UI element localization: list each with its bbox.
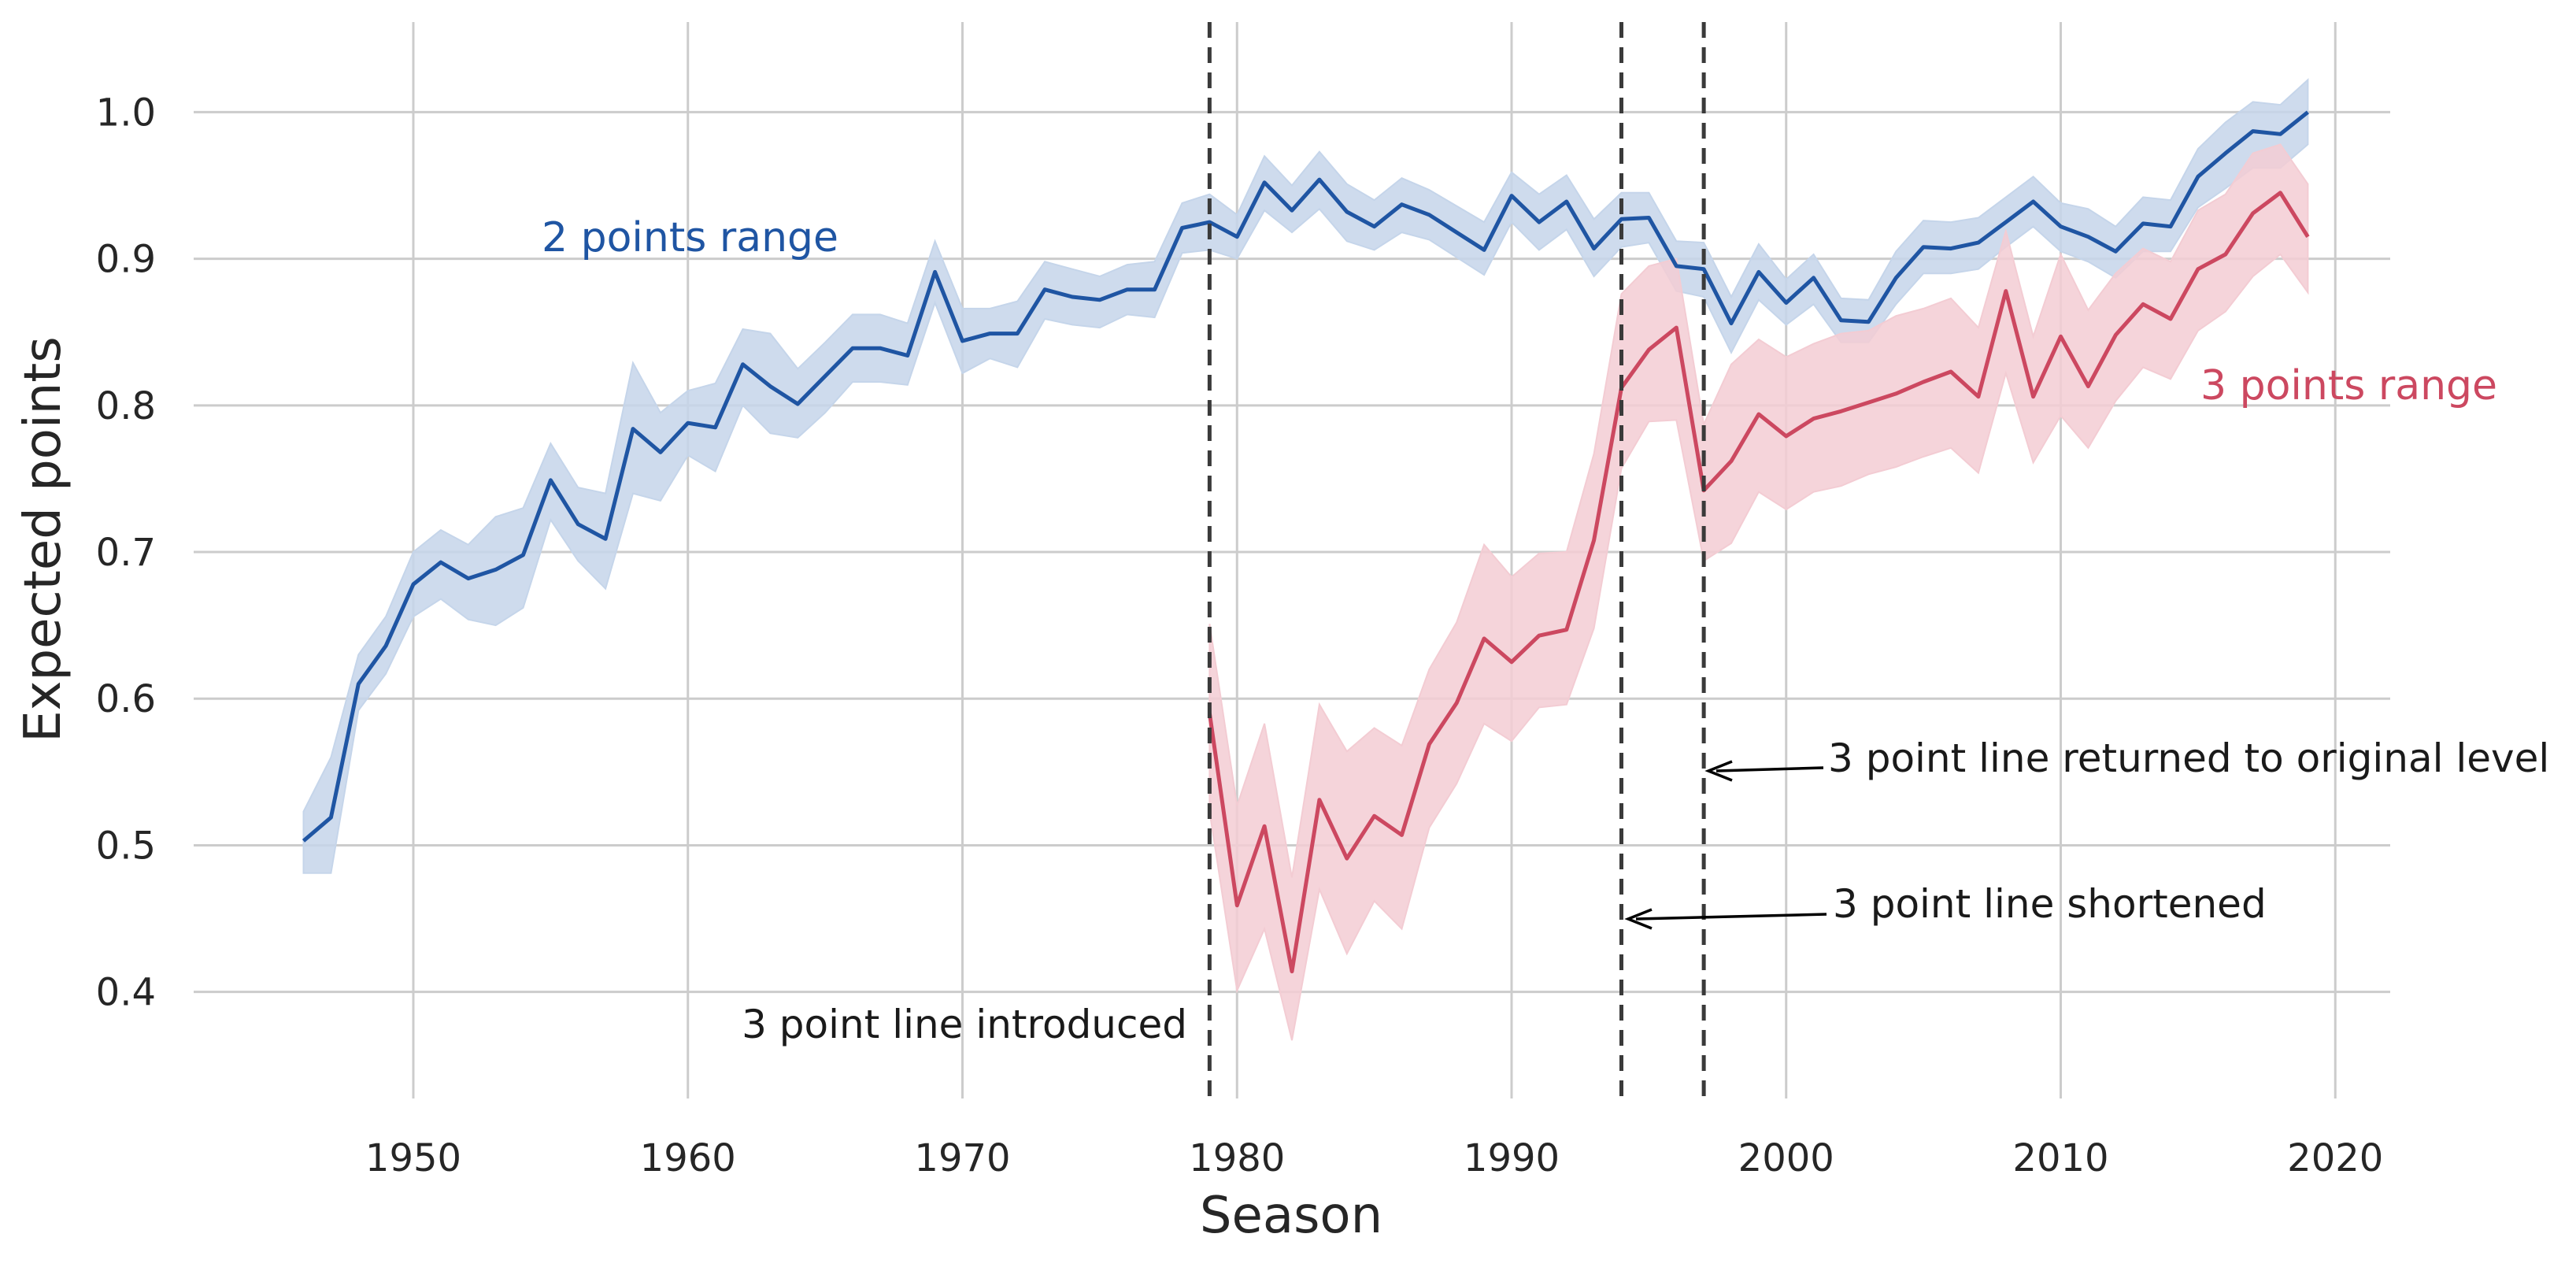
series-label-3pt: 3 points range (2200, 362, 2497, 409)
y-tick-label: 0.8 (96, 384, 156, 428)
x-axis-title: Season (1200, 1187, 1382, 1245)
y-tick-label: 0.4 (96, 971, 156, 1015)
y-tick-label: 0.7 (96, 531, 156, 575)
x-tick-label: 1980 (1189, 1136, 1285, 1180)
arrowhead-shortened (1624, 908, 1653, 930)
line-series-1 (1207, 191, 2310, 974)
band-series-0 (302, 78, 2309, 874)
y-tick-label: 0.6 (96, 677, 156, 721)
confidence-bands (302, 78, 2309, 1041)
x-tick-label: 2010 (2012, 1136, 2108, 1180)
line-series-0 (302, 110, 2309, 843)
x-tick-label: 1990 (1464, 1136, 1560, 1180)
y-tick-label: 0.9 (96, 238, 156, 282)
y-axis-title: Expected points (14, 336, 72, 743)
y-tick-label: 0.5 (96, 824, 156, 868)
tick-labels: 0.4 0.5 0.6 0.7 0.8 0.9 1.0 1950 1960 1970 1980 199… (96, 91, 2384, 1180)
x-tick-label: 2000 (1738, 1136, 1834, 1180)
x-tick-label: 1960 (640, 1136, 736, 1180)
series-label-2pt: 2 points range (542, 214, 838, 261)
arrow-shortened (1635, 913, 1827, 921)
x-tick-label: 1970 (914, 1136, 1010, 1180)
x-tick-label: 2020 (2287, 1136, 2383, 1180)
arrow-returned (1715, 766, 1824, 772)
x-tick-label: 1950 (365, 1136, 461, 1180)
series-lines (302, 110, 2310, 974)
event-lines (1207, 22, 1706, 1098)
annotation-shortened: 3 point line shortened (1833, 881, 2267, 927)
annotation-returned: 3 point line returned to original level (1828, 735, 2549, 781)
y-tick-label: 1.0 (96, 91, 156, 135)
arrowhead-returned (1704, 760, 1733, 782)
band-series-1 (1208, 143, 2309, 1041)
annotation-introduced: 3 point line introduced (742, 1002, 1187, 1047)
